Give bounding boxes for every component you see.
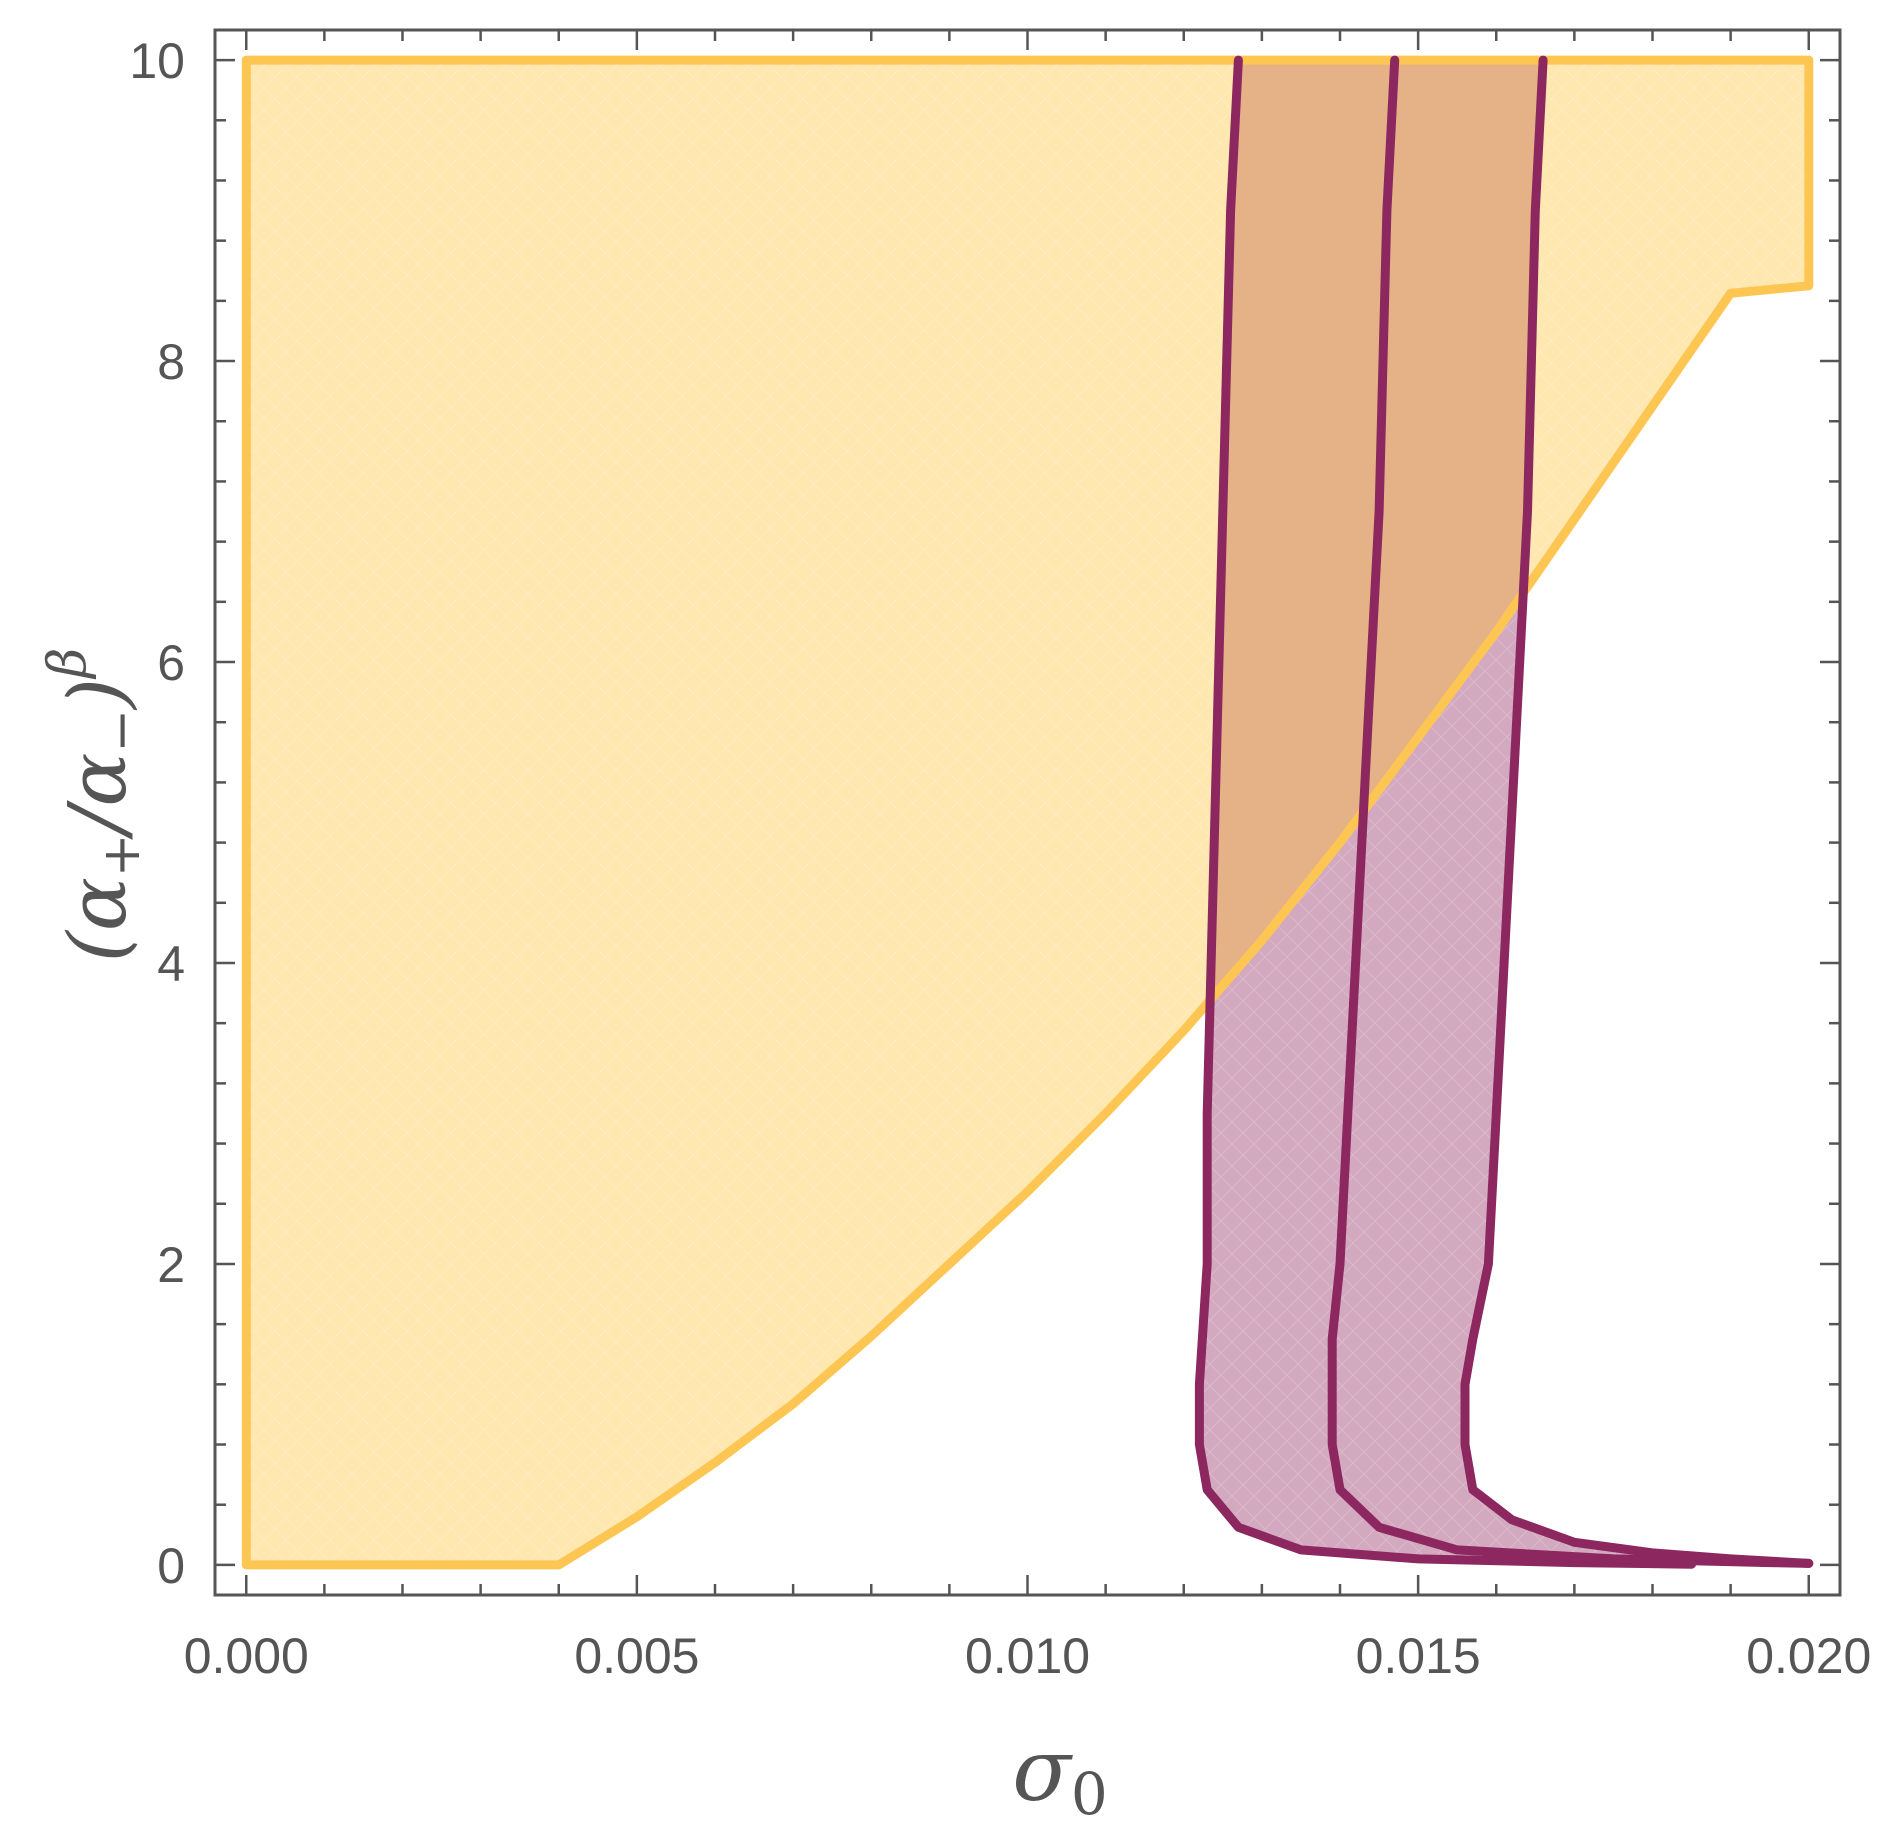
yellow-region-outline xyxy=(241,55,1814,1570)
x-tick-label: 0.015 xyxy=(1356,1628,1481,1684)
x-tick-label: 0.000 xyxy=(184,1628,309,1684)
y-tick-label: 0 xyxy=(157,1538,185,1594)
yellow-region-mesh xyxy=(246,60,1809,1565)
y-tick-label: 6 xyxy=(157,635,185,691)
x-tick-label: 0.020 xyxy=(1746,1628,1871,1684)
y-tick-label: 4 xyxy=(157,936,185,992)
boundary-right-curve xyxy=(1460,55,1814,1568)
axis-ticks xyxy=(215,30,1840,1595)
boundary-middle-curve xyxy=(1327,55,1814,1568)
plot-area xyxy=(246,60,1809,1565)
y-axis-label: (α+/α−)β xyxy=(38,648,152,963)
x-axis-label: σ0 xyxy=(1012,1721,1108,1828)
x-tick-label: 0.005 xyxy=(574,1628,699,1684)
y-tick-label: 10 xyxy=(129,33,185,89)
y-tick-label: 8 xyxy=(157,334,185,390)
boundary-left-curve xyxy=(1194,55,1697,1569)
y-tick-label: 2 xyxy=(157,1237,185,1293)
x-tick-label: 0.010 xyxy=(965,1628,1090,1684)
